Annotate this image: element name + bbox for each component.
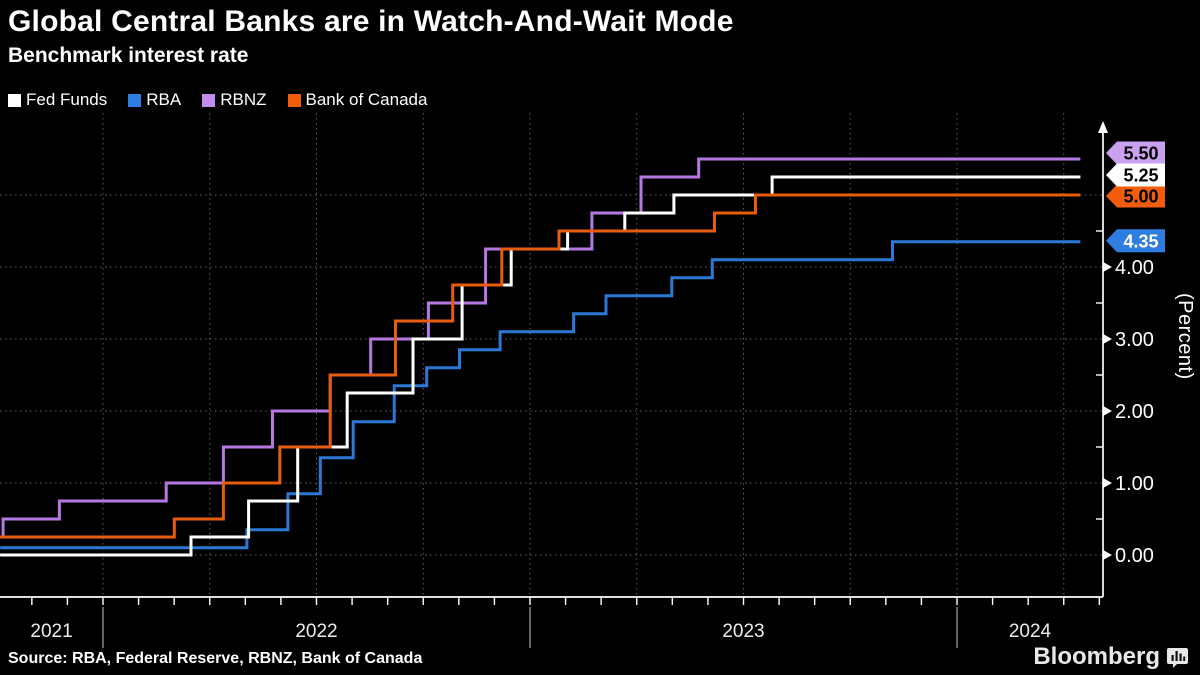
legend-item-rba: RBA [128, 90, 181, 110]
page-title: Global Central Banks are in Watch-And-Wa… [8, 5, 734, 38]
legend-item-rbnz: RBNZ [202, 90, 267, 110]
year-label-2024: 2024 [1009, 621, 1052, 642]
legend-swatch-fed-funds [8, 93, 21, 107]
y-tick-label-2.00: 2.00 [1115, 401, 1154, 423]
series-bank-of-canada-line [0, 193, 1081, 539]
axes: 4.00 3.00 2.00 1.00 0.00 [0, 121, 1154, 605]
legend-item-fed-funds: Fed Funds [8, 90, 107, 110]
legend-swatch-rba [128, 93, 142, 107]
rate-badge-bank-of-canada [1106, 184, 1165, 208]
year-label-2023: 2023 [722, 621, 764, 642]
rate-badge-fed-funds [1106, 163, 1165, 187]
series-rbnz-line [0, 157, 1081, 539]
year-label-2022: 2022 [295, 621, 337, 642]
bloomberg-wordmark: Bloomberg [1033, 643, 1160, 670]
chart-legend: Fed Funds RBA RBNZ Bank of Canada [8, 90, 427, 110]
bloomberg-logo: Bloomberg [1033, 643, 1188, 671]
legend-label-rbnz: RBNZ [220, 90, 267, 109]
legend-swatch-rbnz [202, 93, 216, 107]
x-axis-labels: 2021 2022 2023 2024 [30, 607, 1052, 648]
rate-badge-rbnz [1106, 141, 1165, 165]
rate-badge-label-rba: 4.35 [1123, 231, 1158, 251]
legend-label-fed-funds: Fed Funds [26, 90, 108, 109]
y-tick-label-1.00: 1.00 [1115, 473, 1154, 495]
legend-swatch-bank-of-canada [287, 93, 301, 107]
year-label-2021: 2021 [30, 621, 72, 642]
rate-badge-label-fed-funds: 5.25 [1123, 166, 1158, 186]
y-axis-unit-label: (Percent) [1174, 293, 1196, 380]
y-tick-label-0.00: 0.00 [1115, 545, 1154, 567]
series-lines [0, 157, 1081, 557]
rate-badges: 5.50 5.00 4.35 5.25 [1106, 141, 1165, 253]
chart-subtitle: Benchmark interest rate [8, 44, 249, 67]
source-text: Source: RBA, Federal Reserve, RBNZ, Bank… [8, 650, 423, 667]
rate-badge-label-rbnz: 5.50 [1123, 144, 1158, 164]
bloomberg-terminal-icon [1167, 647, 1188, 668]
legend-label-rba: RBA [146, 90, 182, 109]
legend-label-bank-of-canada: Bank of Canada [305, 90, 428, 109]
rate-badge-label-bank-of-canada: 5.00 [1123, 187, 1158, 207]
legend-item-bank-of-canada: Bank of Canada [287, 90, 428, 110]
y-axis-arrow [1098, 121, 1108, 133]
rate-badge-rba [1106, 229, 1165, 253]
y-tick-label-4.00: 4.00 [1115, 257, 1154, 279]
y-tick-label-3.00: 3.00 [1115, 329, 1154, 351]
series-rba-line [0, 240, 1081, 550]
series-fed-funds-line [0, 175, 1081, 557]
gridlines [0, 113, 1103, 597]
